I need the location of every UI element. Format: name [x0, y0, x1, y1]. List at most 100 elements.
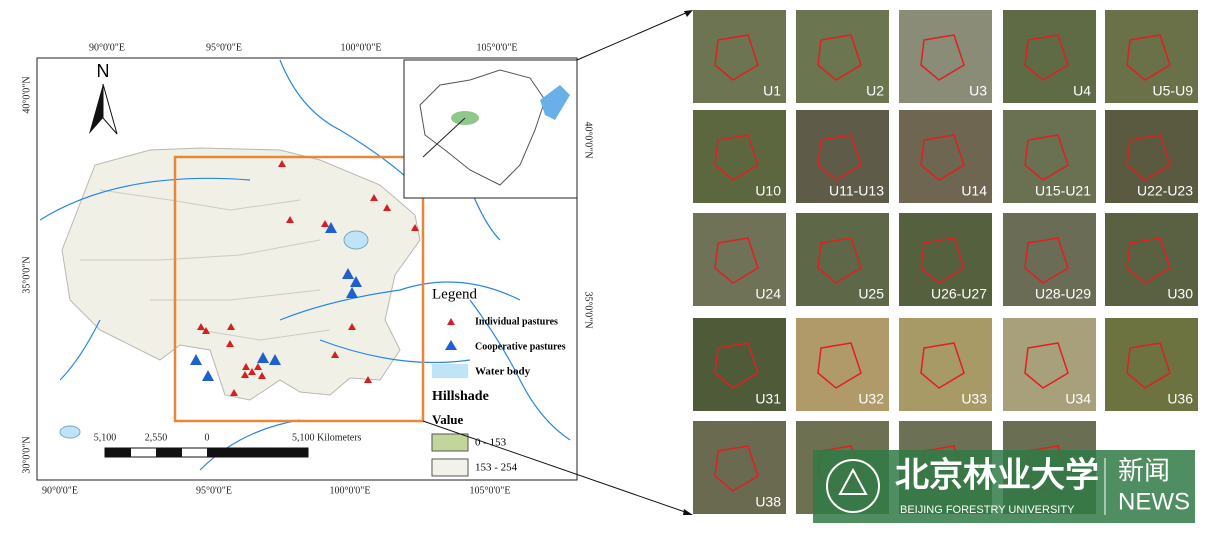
thumbnail-label: U4 [1073, 83, 1091, 99]
scale-bar [156, 448, 182, 457]
inset-connector [422, 117, 466, 158]
thumbnail-label: U38 [755, 494, 781, 510]
pasture-marker [241, 371, 249, 378]
scale-label: 5,100 [94, 432, 117, 443]
north-arrow [102, 83, 118, 135]
watermark-logo [838, 467, 868, 495]
thumbnail-label: U3 [969, 83, 987, 99]
pasture-marker [325, 222, 337, 233]
county-borders [80, 189, 331, 341]
coord-label: 100°0'0"E [341, 42, 382, 53]
pasture-boundary [714, 237, 759, 284]
satellite-thumbnail [899, 213, 992, 306]
satellite-thumbnail [899, 110, 992, 203]
pasture-boundary [1024, 34, 1069, 81]
pasture-marker [411, 224, 419, 231]
satellite-thumbnail [899, 318, 992, 411]
pasture-marker [321, 220, 329, 227]
study-area-box [173, 155, 425, 423]
coord-label: 35°0'0"N [21, 256, 32, 293]
pasture-boundary [920, 237, 965, 284]
pasture-boundary [1126, 237, 1171, 284]
thumbnail-label: U34 [1065, 391, 1091, 407]
satellite-thumbnail [796, 318, 889, 411]
watermark-news-cn: 新闻 [1118, 457, 1170, 487]
lake [59, 425, 81, 439]
pasture-marker [227, 323, 235, 330]
pasture-boundary [817, 34, 862, 81]
satellite-thumbnail [796, 110, 889, 203]
coord-label: 105°0'0"E [470, 485, 511, 496]
pasture-marker [242, 363, 250, 370]
pasture-boundary [714, 445, 759, 492]
coord-label: 95°0'0"E [196, 485, 232, 496]
pasture-marker [202, 370, 214, 381]
pasture-marker [364, 376, 372, 383]
satellite-thumbnail [796, 213, 889, 306]
lake [343, 230, 369, 250]
satellite-thumbnail [899, 10, 992, 103]
pasture-boundary [714, 342, 759, 389]
satellite-thumbnail [693, 110, 786, 203]
satellite-thumbnail [693, 10, 786, 103]
legend-item: 153 - 254 [475, 462, 518, 474]
satellite-thumbnail [693, 421, 786, 514]
scale-label: 0 [205, 432, 210, 443]
thumbnail-label: U24 [755, 286, 781, 302]
pasture-marker [331, 351, 339, 358]
satellite-thumbnail [1003, 318, 1096, 411]
pasture-boundary [1126, 134, 1171, 181]
pasture-marker [257, 352, 269, 363]
legend-symbol [431, 433, 469, 452]
thumbnail-label: U30 [1167, 286, 1193, 302]
pasture-marker [258, 372, 266, 379]
pasture-boundary [920, 134, 965, 181]
scale-label: 2,550 [145, 432, 168, 443]
thumbnail-label: U33 [961, 391, 987, 407]
satellite-thumbnail [1003, 213, 1096, 306]
coord-label: 40°0'0"N [583, 121, 594, 158]
pasture-boundary [1126, 34, 1171, 81]
north-label: N [97, 61, 110, 81]
pasture-marker [350, 276, 362, 287]
connector [422, 420, 689, 514]
pasture-marker [278, 160, 286, 167]
sea [540, 85, 570, 120]
pasture-marker [248, 368, 256, 375]
watermark-news-en: NEWS [1118, 488, 1190, 515]
thumbnail-label: U25 [858, 286, 884, 302]
thumbnail-label: U36 [1167, 391, 1193, 407]
thumbnail-label: U26-U27 [931, 286, 987, 302]
pasture-marker [190, 354, 202, 365]
pasture-marker [370, 194, 378, 201]
coord-label: 100°0'0"E [330, 485, 371, 496]
scale-bar [105, 448, 131, 457]
pasture-boundary [1024, 237, 1069, 284]
coord-label: 90°0'0"E [89, 42, 125, 53]
pasture-boundary [714, 134, 759, 181]
legend-item: Water body [475, 366, 531, 378]
thumbnail-label: U10 [755, 183, 781, 199]
thumbnail-label: U1 [763, 83, 781, 99]
thumbnail-label: U5-U9 [1153, 83, 1194, 99]
pasture-marker [254, 363, 262, 370]
scale-label: 5,100 Kilometers [292, 432, 362, 443]
satellite-thumbnail [1105, 10, 1198, 103]
pasture-marker [230, 389, 238, 396]
pasture-boundary [920, 342, 965, 389]
pasture-marker [202, 327, 210, 334]
thumbnail-label: U31 [755, 391, 781, 407]
thumbnail-label: U32 [858, 391, 884, 407]
legend-title: Legend [432, 286, 477, 302]
pasture-boundary [817, 237, 862, 284]
satellite-thumbnail [1105, 318, 1198, 411]
satellite-thumbnail [693, 318, 786, 411]
legend-symbol [431, 458, 469, 477]
thumbnail-label: U2 [866, 83, 884, 99]
legend-symbol [432, 364, 468, 378]
thumbnail-label: U22-U23 [1137, 183, 1193, 199]
watermark-cn: 北京林业大学 [895, 456, 1099, 496]
thumbnail-label: U11-U13 [829, 183, 884, 199]
pasture-marker [342, 268, 354, 279]
